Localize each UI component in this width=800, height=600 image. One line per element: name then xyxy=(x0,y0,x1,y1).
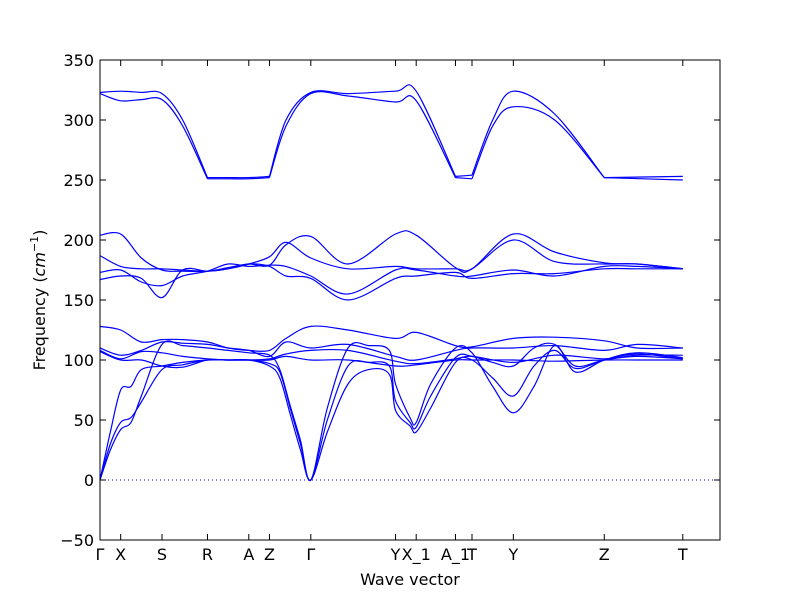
band-line-7 xyxy=(455,174,473,177)
y-tick-label: −50 xyxy=(60,531,94,550)
y-tick-label: 200 xyxy=(63,231,94,250)
y-tick-label: 350 xyxy=(63,51,94,70)
band-line-2 xyxy=(99,93,209,180)
x-tick-label: T xyxy=(466,545,477,564)
y-tick-label: 0 xyxy=(84,471,94,490)
x-tick-label: X xyxy=(115,545,126,564)
band-line-21 xyxy=(99,342,683,481)
band-line-20 xyxy=(99,351,683,369)
band-line-13 xyxy=(99,230,683,273)
x-axis-label: Wave vector xyxy=(360,570,460,589)
band-line-6 xyxy=(268,91,457,178)
plot-frame xyxy=(99,59,721,541)
y-axis-label-unit: cm xyxy=(30,252,49,276)
x-tick-label: Γ xyxy=(96,545,105,564)
band-line-1 xyxy=(99,90,209,178)
x-tick-label: S xyxy=(157,545,167,564)
x-tick-label: Γ xyxy=(306,545,315,564)
y-tick-label: 150 xyxy=(63,291,94,310)
y-axis-label-text: Frequency ( xyxy=(30,276,49,370)
x-tick-label: Z xyxy=(264,545,275,564)
x-tick-label: A_1 xyxy=(441,545,470,565)
x-tick-label: Y xyxy=(507,545,518,564)
y-axis-label-close: ) xyxy=(30,230,49,236)
x-tick-label: X_1 xyxy=(402,545,431,565)
band-line-10 xyxy=(471,105,605,180)
band-line-5 xyxy=(268,84,457,177)
band-line-15 xyxy=(99,263,683,295)
y-axis-label: Frequency (cm−1) xyxy=(28,230,49,371)
x-tick-label: R xyxy=(202,545,213,564)
x-tick-label: A xyxy=(243,545,254,564)
band-line-23 xyxy=(99,340,683,481)
y-tick-label: 50 xyxy=(74,411,94,430)
band-line-22 xyxy=(99,349,683,481)
y-tick-label: 250 xyxy=(63,171,94,190)
band-line-16 xyxy=(99,263,683,301)
y-tick-label: 300 xyxy=(63,111,94,130)
band-line-12 xyxy=(604,177,683,181)
y-axis-label-exp: −1 xyxy=(28,236,41,252)
x-tick-label: Y xyxy=(390,545,401,564)
band-line-18 xyxy=(99,341,683,361)
band-line-4 xyxy=(207,177,270,180)
x-tick-label: Z xyxy=(599,545,610,564)
band-line-3 xyxy=(207,175,270,179)
band-line-14 xyxy=(99,239,683,272)
band-line-8 xyxy=(455,177,473,180)
x-tick-label: T xyxy=(677,545,688,564)
y-tick-label: 100 xyxy=(63,351,94,370)
band-line-17 xyxy=(99,325,683,352)
band-line-9 xyxy=(471,90,605,178)
